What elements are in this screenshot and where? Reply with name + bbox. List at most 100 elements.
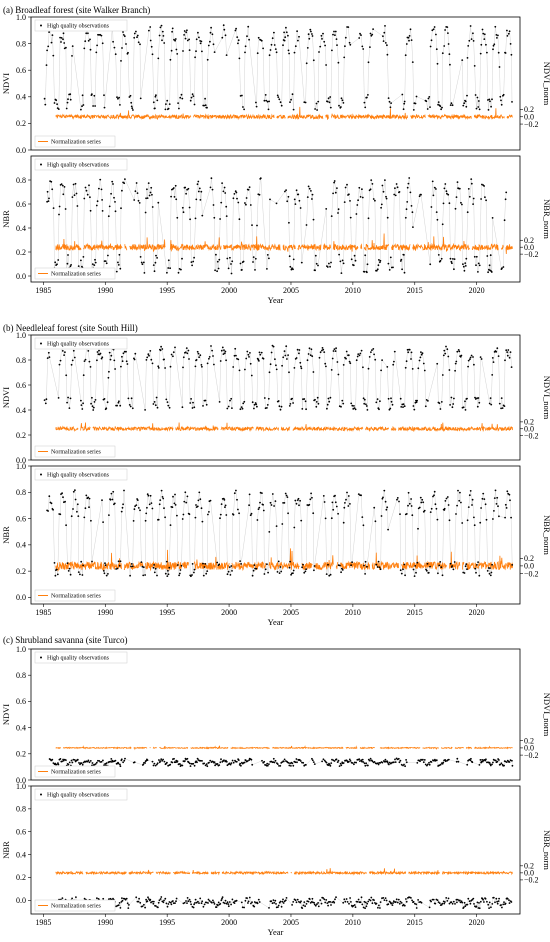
observation-point [290,268,293,271]
observation-point [251,574,254,577]
observation-point [188,206,191,209]
observation-point [141,905,144,908]
observation-point [51,34,54,36]
observation-point [173,196,176,198]
observation-point [329,106,332,109]
observation-point [135,182,138,184]
observation-point [366,96,368,99]
observation-point [311,897,314,900]
observation-point [253,407,255,410]
observation-point [180,268,182,271]
observation-point [419,760,421,763]
observation-point [314,254,317,257]
observation-point [282,44,284,47]
observation-point [408,39,410,42]
observation-point [509,43,512,45]
observation-point [202,574,205,577]
observation-point [349,43,352,46]
observation-point [158,503,161,506]
legend-observation-marker [40,656,42,659]
observation-point [417,899,419,901]
observation-point [393,350,396,353]
y-tick-label: 0.8 [16,671,26,680]
observation-point [362,397,365,400]
observation-point [411,368,414,370]
observation-point [197,31,199,34]
observation-point [429,263,432,266]
observation-point [145,359,148,361]
observation-point [358,758,361,761]
observation-point [51,188,54,191]
observation-point [65,759,67,761]
observation-point [394,758,396,761]
observation-point [108,351,111,354]
observation-point [184,37,187,40]
observation-point [108,370,110,373]
observation-point [277,96,280,98]
observation-point [233,492,236,495]
observation-point [386,53,389,56]
observation-point [57,108,60,110]
observation-point [349,200,351,202]
observation-point [96,897,98,900]
plot-area [54,868,513,910]
observation-point [311,355,314,358]
observation-point [121,897,123,899]
observation-point [258,506,261,509]
observation-point [239,408,242,411]
observation-point [406,348,409,351]
observation-point [59,513,62,516]
observation-point [337,61,340,64]
observation-point [382,897,385,899]
observation-point [231,570,233,572]
observation-point [150,502,153,504]
observation-point [278,405,281,408]
observation-point [321,347,324,349]
x-tick-label: 2000 [221,286,237,295]
observation-point [510,366,513,368]
observation-point [494,25,497,28]
observation-point [471,498,474,501]
observation-point [84,186,87,189]
observation-point [291,904,293,906]
observation-point [296,499,299,501]
observation-point [244,202,246,204]
observation-point [305,408,307,411]
observation-point [232,197,235,200]
observation-point [482,898,484,901]
observation-point [142,566,145,569]
observation-point [80,762,83,764]
observation-point [71,761,74,764]
observation-point [209,40,211,43]
observation-point [243,108,246,111]
observation-point [298,35,300,38]
observation-point [385,195,387,198]
observation-point [262,47,264,50]
observation-point [406,186,409,189]
observation-point [219,218,222,220]
observation-point [269,363,272,366]
y-right-tick-label: 0.0 [524,869,534,878]
observation-point [170,353,173,356]
observation-point [436,362,439,365]
y-tick-label: 0.4 [16,406,26,415]
observation-point [508,356,511,359]
observation-point [174,39,177,42]
chart-panel-0: (a) Broadleaf forest (site Walker Branch… [1,5,550,155]
observation-point [164,108,167,111]
observation-point [275,903,277,905]
observation-point [52,207,55,210]
observation-point [229,256,231,259]
observation-point [48,31,50,33]
observation-point [359,352,362,355]
observation-point [409,191,412,194]
observation-point [246,35,248,38]
observation-point [379,762,382,764]
observation-point [118,400,120,403]
observation-point [419,496,422,499]
observation-point [348,360,351,363]
observation-point [509,499,511,502]
observation-point [157,201,160,204]
observation-point [109,760,112,763]
observation-point [380,515,383,517]
